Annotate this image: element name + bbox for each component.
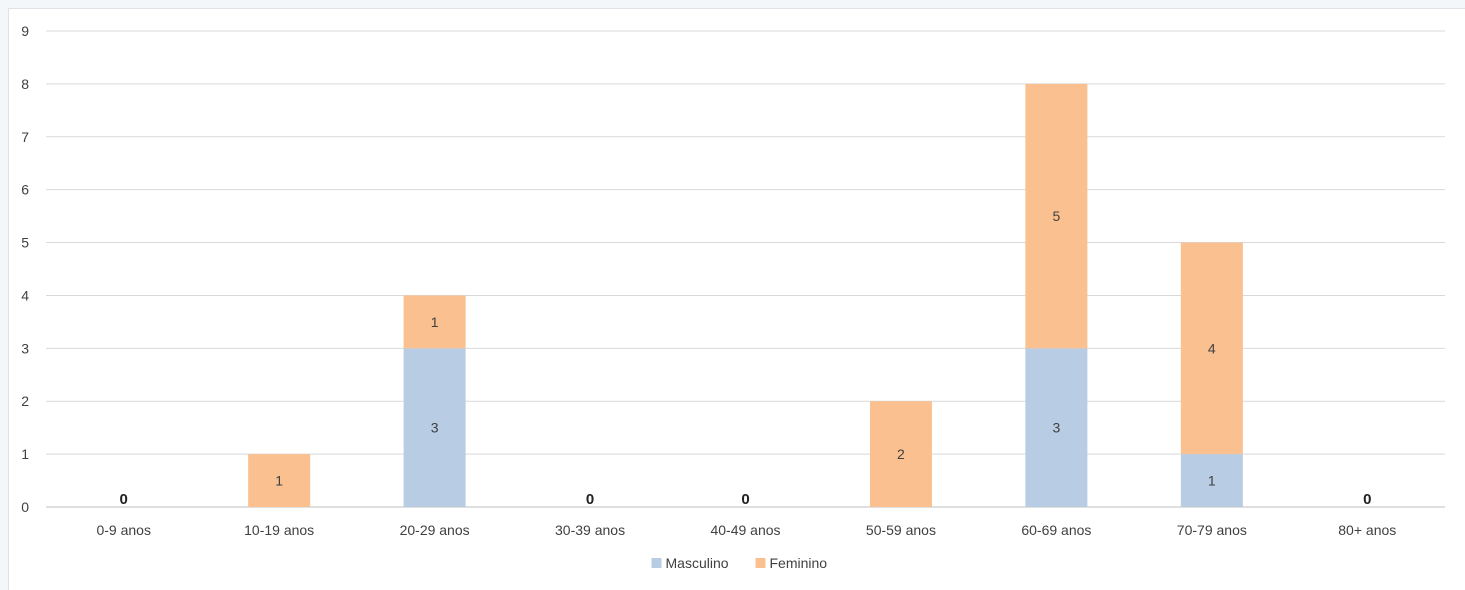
bar-masculino xyxy=(1025,348,1088,507)
total-label: 0 xyxy=(120,491,128,508)
bar-feminino xyxy=(869,401,932,507)
legend-swatch-masculino xyxy=(651,558,662,568)
y-tick-label: 8 xyxy=(21,76,29,92)
bars xyxy=(248,83,1243,507)
x-axis: 0-9 anos 10-19 anos 20-29 anos 30-39 anos 40… xyxy=(96,522,1396,538)
legend-label-feminino: Feminino xyxy=(770,555,828,571)
total-label: 0 xyxy=(1363,491,1371,508)
x-tick-label: 50-59 anos xyxy=(866,522,936,538)
y-tick-label: 3 xyxy=(21,340,29,356)
data-label: 1 xyxy=(275,473,283,489)
chart-frame: 0 1 2 3 4 5 6 7 8 9 0 1 3 1 0 0 2 3 5 1 4 0 0-9 anos 10-19 an… xyxy=(8,8,1465,590)
x-tick-label: 10-19 anos xyxy=(244,522,314,538)
legend-swatch-feminino xyxy=(755,558,766,568)
bar-feminino xyxy=(248,454,311,507)
total-label: 0 xyxy=(741,491,749,508)
x-tick-label: 0-9 anos xyxy=(96,522,150,538)
data-label: 3 xyxy=(1052,420,1060,436)
stacked-bar-chart: 0 1 2 3 4 5 6 7 8 9 0 1 3 1 0 0 2 3 5 1 4 0 0-9 anos 10-19 an… xyxy=(21,23,1445,571)
total-label: 0 xyxy=(586,491,594,508)
data-label: 1 xyxy=(431,314,439,330)
legend: Masculino Feminino xyxy=(651,555,828,571)
y-tick-label: 6 xyxy=(21,182,29,198)
x-tick-label: 60-69 anos xyxy=(1021,522,1091,538)
data-labels: 0 1 3 1 0 0 2 3 5 1 4 0 xyxy=(120,208,1372,508)
data-label: 3 xyxy=(431,420,439,436)
x-tick-label: 40-49 anos xyxy=(710,522,780,538)
y-tick-label: 4 xyxy=(21,287,29,303)
bar-masculino xyxy=(403,348,466,507)
y-tick-label: 2 xyxy=(21,393,29,409)
y-axis: 0 1 2 3 4 5 6 7 8 9 xyxy=(21,23,29,515)
y-tick-label: 9 xyxy=(21,23,29,39)
x-tick-label: 70-79 anos xyxy=(1177,522,1247,538)
x-tick-label: 30-39 anos xyxy=(555,522,625,538)
x-tick-label: 80+ anos xyxy=(1338,522,1396,538)
y-tick-label: 7 xyxy=(21,129,29,145)
y-tick-label: 1 xyxy=(21,446,29,462)
data-label: 2 xyxy=(897,446,905,462)
bar-feminino xyxy=(1025,83,1088,349)
data-label: 4 xyxy=(1208,340,1216,356)
data-label: 5 xyxy=(1052,208,1060,224)
bar-feminino xyxy=(1180,242,1243,455)
bar-feminino xyxy=(403,295,466,349)
data-label: 1 xyxy=(1208,473,1216,489)
legend-label-masculino: Masculino xyxy=(666,555,729,571)
y-tick-label: 5 xyxy=(21,235,29,251)
bar-masculino xyxy=(1180,454,1243,507)
x-tick-label: 20-29 anos xyxy=(400,522,470,538)
y-tick-label: 0 xyxy=(21,499,29,515)
